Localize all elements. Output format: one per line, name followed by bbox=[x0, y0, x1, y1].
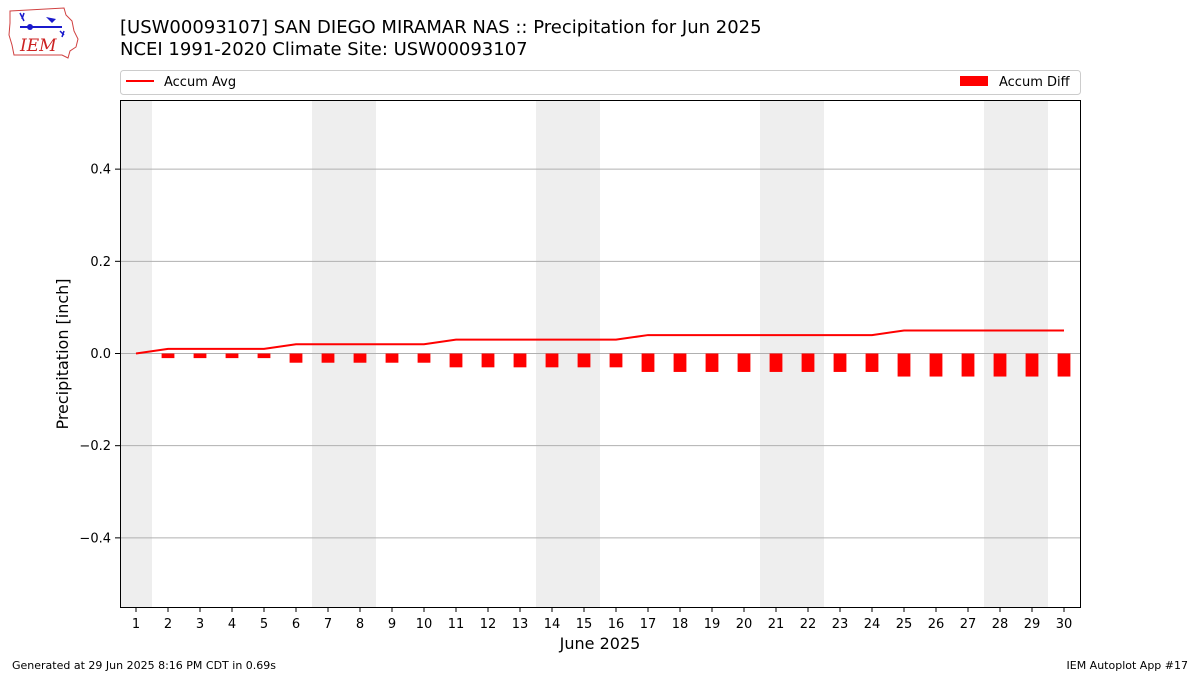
x-tick-label: 12 bbox=[480, 617, 497, 632]
x-tick-label: 11 bbox=[448, 617, 465, 632]
x-tick-label: 7 bbox=[324, 617, 332, 632]
accum-diff-bar-5 bbox=[257, 353, 271, 359]
legend: Accum Avg Accum Diff bbox=[120, 70, 1081, 95]
x-tick-label: 18 bbox=[672, 617, 689, 632]
x-tick-label: 28 bbox=[992, 617, 1009, 632]
accum-diff-bar-22 bbox=[801, 353, 815, 372]
app-credit: IEM Autoplot App #17 bbox=[1066, 659, 1189, 672]
x-tick-label: 14 bbox=[544, 617, 561, 632]
accum-diff-bar-8 bbox=[353, 353, 367, 363]
accum-diff-bar-21 bbox=[769, 353, 783, 372]
x-tick-label: 20 bbox=[736, 617, 753, 632]
accum-diff-bar-19 bbox=[705, 353, 719, 372]
accum-diff-bar-3 bbox=[193, 353, 207, 359]
accum-diff-bars bbox=[161, 353, 1071, 377]
accum-diff-bar-16 bbox=[609, 353, 623, 368]
chart-title: [USW00093107] SAN DIEGO MIRAMAR NAS :: P… bbox=[120, 17, 762, 38]
grid-lines bbox=[120, 168, 1080, 539]
x-tick-label: 1 bbox=[132, 617, 140, 632]
accum-diff-bar-29 bbox=[1025, 353, 1039, 377]
accum-diff-bar-10 bbox=[417, 353, 431, 363]
accum-diff-bar-18 bbox=[673, 353, 687, 372]
x-tick-label: 17 bbox=[640, 617, 657, 632]
accum-diff-bar-2 bbox=[161, 353, 175, 359]
x-tick-label: 10 bbox=[416, 617, 433, 632]
x-tick-label: 23 bbox=[832, 617, 849, 632]
accum-diff-bar-30 bbox=[1057, 353, 1071, 377]
plot-frame bbox=[120, 100, 1081, 608]
x-tick-label: 29 bbox=[1024, 617, 1041, 632]
chart-subtitle: NCEI 1991-2020 Climate Site: USW00093107 bbox=[120, 39, 528, 60]
accum-diff-bar-12 bbox=[481, 353, 495, 368]
accum-diff-bar-17 bbox=[641, 353, 655, 372]
y-axis-ticks: −0.4 −0.2 0.0 0.2 0.4 bbox=[79, 163, 120, 546]
accum-diff-bar-27 bbox=[961, 353, 975, 377]
legend-accum-diff: Accum Diff bbox=[999, 75, 1071, 90]
accum-diff-bar-7 bbox=[321, 353, 335, 363]
accum-diff-bar-23 bbox=[833, 353, 847, 372]
accum-diff-bar-24 bbox=[865, 353, 879, 372]
y-tick-label: 0.4 bbox=[90, 163, 111, 178]
accum-diff-bar-28 bbox=[993, 353, 1007, 377]
accum-diff-bar-4 bbox=[225, 353, 239, 359]
accum-diff-bar-6 bbox=[289, 353, 303, 363]
x-tick-label: 3 bbox=[196, 617, 204, 632]
x-tick-label: 9 bbox=[388, 617, 396, 632]
accum-diff-bar-15 bbox=[577, 353, 591, 368]
x-tick-label: 2 bbox=[164, 617, 172, 632]
x-tick-label: 13 bbox=[512, 617, 529, 632]
y-tick-label: 0.0 bbox=[90, 347, 111, 362]
x-tick-label: 19 bbox=[704, 617, 721, 632]
x-axis-label: June 2025 bbox=[559, 634, 641, 653]
iem-logo-icon: IEM bbox=[8, 7, 79, 59]
generated-timestamp: Generated at 29 Jun 2025 8:16 PM CDT in … bbox=[12, 659, 277, 672]
accum-diff-bar-25 bbox=[897, 353, 911, 377]
x-tick-label: 24 bbox=[864, 617, 881, 632]
x-tick-label: 8 bbox=[356, 617, 364, 632]
x-tick-label: 30 bbox=[1056, 617, 1073, 632]
accum-diff-bar-13 bbox=[513, 353, 527, 368]
y-tick-label: −0.4 bbox=[79, 531, 111, 546]
x-tick-label: 25 bbox=[896, 617, 913, 632]
x-tick-label: 27 bbox=[960, 617, 977, 632]
y-axis-label: Precipitation [inch] bbox=[53, 278, 72, 429]
x-tick-label: 5 bbox=[260, 617, 268, 632]
x-tick-label: 6 bbox=[292, 617, 300, 632]
accum-diff-bar-9 bbox=[385, 353, 399, 363]
accum-diff-bar-26 bbox=[929, 353, 943, 377]
x-tick-label: 16 bbox=[608, 617, 625, 632]
accum-diff-bar-14 bbox=[545, 353, 559, 368]
logo-text: IEM bbox=[19, 36, 57, 56]
x-tick-label: 15 bbox=[576, 617, 593, 632]
x-tick-label: 4 bbox=[228, 617, 236, 632]
x-axis-ticks: 1 2 3 4 5 6 7 8 9 10 11 12 13 14 15 16 17 18 19 20 21 22 23 24 2… bbox=[132, 607, 1072, 632]
accum-diff-bar-20 bbox=[737, 353, 751, 372]
accum-diff-bar-11 bbox=[449, 353, 463, 368]
x-tick-label: 21 bbox=[768, 617, 785, 632]
legend-box bbox=[120, 70, 1081, 95]
y-tick-label: −0.2 bbox=[79, 439, 111, 454]
legend-bar-swatch bbox=[960, 76, 988, 86]
accum-avg-line bbox=[135, 329, 1064, 355]
x-tick-label: 26 bbox=[928, 617, 945, 632]
legend-accum-avg: Accum Avg bbox=[164, 75, 236, 90]
x-tick-label: 22 bbox=[800, 617, 817, 632]
y-tick-label: 0.2 bbox=[90, 255, 111, 270]
weekend-bands bbox=[120, 100, 1048, 607]
